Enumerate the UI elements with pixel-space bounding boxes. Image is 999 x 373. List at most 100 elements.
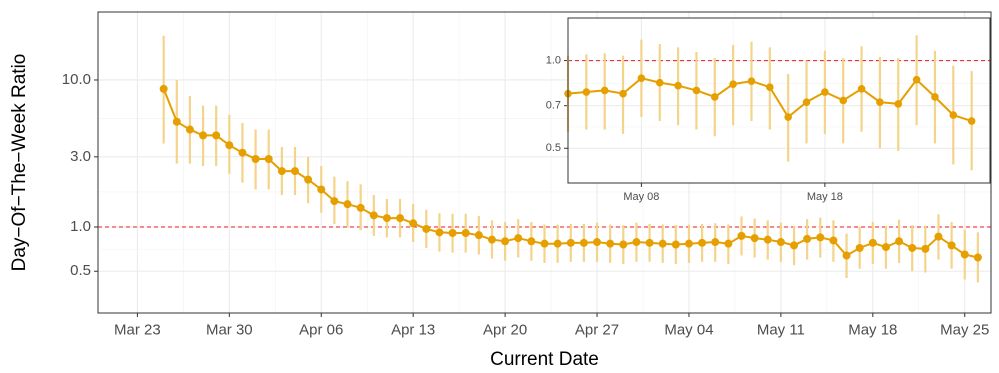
data-point <box>803 234 812 243</box>
data-point <box>600 86 609 95</box>
data-point <box>566 238 575 247</box>
x-tick-label: May 08 <box>623 191 659 203</box>
data-point <box>582 88 591 96</box>
data-point <box>842 251 851 260</box>
data-point <box>711 238 720 247</box>
x-tick-label: Mar 30 <box>206 321 253 338</box>
data-point <box>238 148 247 157</box>
data-point <box>356 203 365 212</box>
data-point <box>382 214 391 223</box>
data-point <box>330 197 339 206</box>
data-point <box>514 234 523 243</box>
x-tick-label: Mar 23 <box>114 321 161 338</box>
data-point <box>816 233 825 242</box>
data-point <box>763 235 772 244</box>
data-point <box>448 229 457 238</box>
data-point <box>908 243 917 252</box>
panel-border <box>97 11 992 314</box>
data-point <box>632 238 641 247</box>
data-point <box>619 240 628 249</box>
y-tick-label: 0.5 <box>546 142 561 154</box>
y-axis-title: Day−Of−The−Week Ratio <box>9 54 30 272</box>
data-point <box>655 78 664 87</box>
data-point <box>692 86 701 95</box>
data-point <box>461 229 470 238</box>
data-point <box>343 200 352 209</box>
data-point <box>277 167 286 176</box>
y-tick-label: 0.7 <box>546 100 561 112</box>
data-point <box>474 231 483 240</box>
data-point <box>199 131 208 140</box>
data-point <box>619 89 627 98</box>
data-point <box>212 131 221 140</box>
data-point <box>947 241 956 250</box>
data-point <box>317 185 326 194</box>
data-point <box>671 240 680 249</box>
x-tick-label: Apr 27 <box>575 321 619 338</box>
data-point <box>931 93 939 101</box>
data-point <box>501 237 510 246</box>
data-point <box>674 81 682 90</box>
data-point <box>934 232 943 241</box>
y-tick-label: 3.0 <box>70 148 91 165</box>
data-point <box>435 228 444 237</box>
data-point <box>784 113 792 121</box>
data-point <box>802 98 811 106</box>
data-point <box>949 111 958 119</box>
data-point <box>527 237 536 246</box>
data-point <box>776 238 785 247</box>
data-point <box>172 117 181 126</box>
data-point <box>855 243 864 252</box>
data-point <box>737 231 746 240</box>
data-point <box>290 167 299 176</box>
data-point <box>606 239 615 248</box>
y-tick-label: 0.5 <box>70 262 91 279</box>
data-point <box>593 238 602 247</box>
data-point <box>264 155 273 164</box>
data-point <box>684 239 693 248</box>
data-point <box>645 238 654 247</box>
data-point <box>487 235 496 244</box>
data-point <box>895 237 904 246</box>
x-tick-label: Apr 06 <box>299 321 343 338</box>
data-point <box>710 93 719 101</box>
panel-border <box>567 17 991 184</box>
x-tick-label: Apr 13 <box>391 321 435 338</box>
data-point <box>790 241 799 250</box>
data-point <box>724 239 733 248</box>
data-point <box>967 117 976 125</box>
data-point <box>894 100 903 108</box>
data-point <box>540 239 549 248</box>
data-point <box>698 238 707 247</box>
data-point <box>579 238 588 247</box>
data-point <box>821 88 829 96</box>
data-point <box>396 214 405 223</box>
data-point <box>881 243 890 252</box>
y-tick-label: 1.0 <box>546 54 561 66</box>
data-point <box>225 141 234 150</box>
x-axis-title: Current Date <box>490 349 599 370</box>
data-point <box>829 236 838 245</box>
data-point <box>876 98 884 106</box>
y-tick-label: 10.0 <box>62 71 91 88</box>
data-point <box>409 219 418 228</box>
data-point <box>159 84 168 93</box>
data-point <box>912 75 921 84</box>
data-point <box>185 125 194 134</box>
data-point <box>747 77 756 85</box>
data-point <box>839 96 848 105</box>
x-tick-label: May 18 <box>848 321 897 338</box>
data-point <box>304 175 313 184</box>
x-tick-label: Apr 20 <box>483 321 527 338</box>
x-tick-label: May 25 <box>940 321 989 338</box>
data-point <box>973 253 982 262</box>
data-point <box>960 250 969 259</box>
data-point <box>729 80 737 88</box>
data-point <box>658 239 667 248</box>
x-tick-label: May 18 <box>807 191 843 203</box>
y-tick-label: 1.0 <box>70 218 91 235</box>
panel: 1.0 0.7 0.5 May 08 May 18 <box>546 17 991 203</box>
data-point <box>422 224 431 233</box>
data-point <box>921 244 930 253</box>
